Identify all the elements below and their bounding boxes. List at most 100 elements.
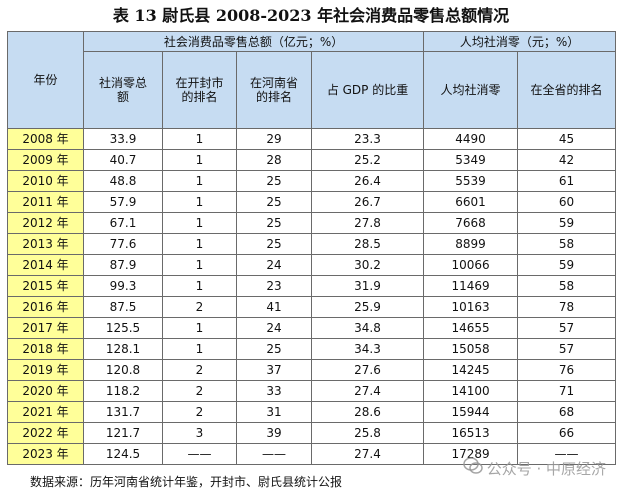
kaifeng-rank-cell: 1 — [162, 233, 237, 255]
table-row: 2015 年 99.3 1 23 31.9 11469 58 — [7, 275, 617, 297]
year-cell: 2013 年 — [7, 233, 84, 255]
retail-sales-table: 年份 社会消费品零售总额（亿元；%） 人均社消零（元；%） 社消零总额 在开封市… — [7, 31, 617, 465]
header-year: 年份 — [7, 31, 84, 129]
kaifeng-rank-cell: 2 — [162, 296, 237, 318]
table-row: 2020 年 118.2 2 33 27.4 14100 71 — [7, 380, 617, 402]
kaifeng-rank-cell: 1 — [162, 275, 237, 297]
table-title: 表 13 尉氏县 2008-2023 年社会消费品零售总额情况 — [112, 6, 510, 25]
year-cell: 2015 年 — [7, 275, 84, 297]
gdp-share-cell: 23.3 — [310, 128, 425, 150]
province-rank-cell: 66 — [517, 422, 617, 444]
province-rank-cell: 42 — [517, 149, 617, 171]
province-rank-cell: 76 — [517, 359, 617, 381]
henan-rank-cell: 37 — [236, 359, 312, 381]
gdp-share-cell: 27.4 — [310, 380, 425, 402]
total-cell: 40.7 — [83, 149, 163, 171]
henan-rank-cell: 25 — [236, 191, 312, 213]
kaifeng-rank-cell: 3 — [162, 422, 237, 444]
table-row: 2011 年 57.9 1 25 26.7 6601 60 — [7, 191, 617, 213]
kaifeng-rank-cell: 1 — [162, 338, 237, 360]
per-capita-cell: 14100 — [423, 380, 519, 402]
per-capita-cell: 6601 — [423, 191, 519, 213]
table-row: 2016 年 87.5 2 41 25.9 10163 78 — [7, 296, 617, 318]
table-row: 2017 年 125.5 1 24 34.8 14655 57 — [7, 317, 617, 339]
header-henan-rank: 在河南省的排名 — [236, 51, 312, 129]
province-rank-cell: 59 — [517, 212, 617, 234]
gdp-share-cell: 25.2 — [310, 149, 425, 171]
per-capita-cell: 14655 — [423, 317, 519, 339]
henan-rank-cell: 25 — [236, 338, 312, 360]
year-cell: 2022 年 — [7, 422, 84, 444]
gdp-share-cell: 27.6 — [310, 359, 425, 381]
per-capita-cell: 7668 — [423, 212, 519, 234]
header-row-group: 年份 社会消费品零售总额（亿元；%） 人均社消零（元；%） — [7, 31, 617, 129]
total-cell: 128.1 — [83, 338, 163, 360]
henan-rank-cell: 23 — [236, 275, 312, 297]
province-rank-cell: 60 — [517, 191, 617, 213]
gdp-share-cell: 25.8 — [310, 422, 425, 444]
total-cell: 48.8 — [83, 170, 163, 192]
total-cell: 124.5 — [83, 443, 163, 465]
gdp-share-cell: 27.8 — [310, 212, 425, 234]
gdp-share-cell: 26.7 — [310, 191, 425, 213]
year-cell: 2019 年 — [7, 359, 84, 381]
total-cell: 125.5 — [83, 317, 163, 339]
province-rank-cell: 61 — [517, 170, 617, 192]
table-body: 2008 年 33.9 1 29 23.3 4490 45 2009 年 40.7 1 28 25.2… — [7, 128, 617, 465]
gdp-share-cell: 34.8 — [310, 317, 425, 339]
total-cell: 99.3 — [83, 275, 163, 297]
year-cell: 2017 年 — [7, 317, 84, 339]
table-row: 2009 年 40.7 1 28 25.2 5349 42 — [7, 149, 617, 171]
kaifeng-rank-cell: 1 — [162, 170, 237, 192]
henan-rank-cell: 24 — [236, 254, 312, 276]
kaifeng-rank-cell: 2 — [162, 401, 237, 423]
per-capita-cell: 17289 — [423, 443, 519, 465]
kaifeng-rank-cell: —— — [162, 443, 237, 465]
henan-rank-cell: —— — [236, 443, 312, 465]
province-rank-cell: —— — [517, 443, 617, 465]
gdp-share-cell: 31.9 — [310, 275, 425, 297]
per-capita-cell: 4490 — [423, 128, 519, 150]
gdp-share-cell: 28.5 — [310, 233, 425, 255]
gdp-share-cell: 26.4 — [310, 170, 425, 192]
total-cell: 67.1 — [83, 212, 163, 234]
kaifeng-rank-cell: 1 — [162, 149, 237, 171]
gdp-share-cell: 30.2 — [310, 254, 425, 276]
table-row: 2014 年 87.9 1 24 30.2 10066 59 — [7, 254, 617, 276]
province-rank-cell: 71 — [517, 380, 617, 402]
year-cell: 2016 年 — [7, 296, 84, 318]
province-rank-cell: 68 — [517, 401, 617, 423]
gdp-share-cell: 28.6 — [310, 401, 425, 423]
province-rank-cell: 45 — [517, 128, 617, 150]
kaifeng-rank-cell: 1 — [162, 128, 237, 150]
henan-rank-cell: 25 — [236, 212, 312, 234]
total-cell: 57.9 — [83, 191, 163, 213]
table-row: 2012 年 67.1 1 25 27.8 7668 59 — [7, 212, 617, 234]
total-cell: 87.9 — [83, 254, 163, 276]
year-cell: 2012 年 — [7, 212, 84, 234]
year-cell: 2021 年 — [7, 401, 84, 423]
per-capita-cell: 5349 — [423, 149, 519, 171]
total-cell: 33.9 — [83, 128, 163, 150]
header-group-retail-total: 社会消费品零售总额（亿元；%） — [82, 31, 425, 52]
year-cell: 2020 年 — [7, 380, 84, 402]
table-row: 2022 年 121.7 3 39 25.8 16513 66 — [7, 422, 617, 444]
gdp-share-cell: 25.9 — [310, 296, 425, 318]
kaifeng-rank-cell: 1 — [162, 254, 237, 276]
total-cell: 87.5 — [83, 296, 163, 318]
per-capita-cell: 11469 — [423, 275, 519, 297]
kaifeng-rank-cell: 1 — [162, 191, 237, 213]
henan-rank-cell: 41 — [236, 296, 312, 318]
gdp-share-cell: 27.4 — [310, 443, 425, 465]
header-total: 社消零总额 — [83, 51, 163, 129]
province-rank-cell: 58 — [517, 233, 617, 255]
header-row-columns: 社消零总额 在开封市的排名 在河南省的排名 占 GDP 的比重 人均社消零 在全… — [8, 51, 617, 129]
per-capita-cell: 10163 — [423, 296, 519, 318]
header-province-rank: 在全省的排名 — [517, 51, 617, 129]
table-row: 2023 年 124.5 —— —— 27.4 17289 —— — [7, 443, 617, 465]
total-cell: 131.7 — [83, 401, 163, 423]
header-kaifeng-rank: 在开封市的排名 — [162, 51, 237, 129]
table-row: 2021 年 131.7 2 31 28.6 15944 68 — [7, 401, 617, 423]
header-group-per-capita: 人均社消零（元；%） — [423, 31, 617, 52]
province-rank-cell: 58 — [517, 275, 617, 297]
